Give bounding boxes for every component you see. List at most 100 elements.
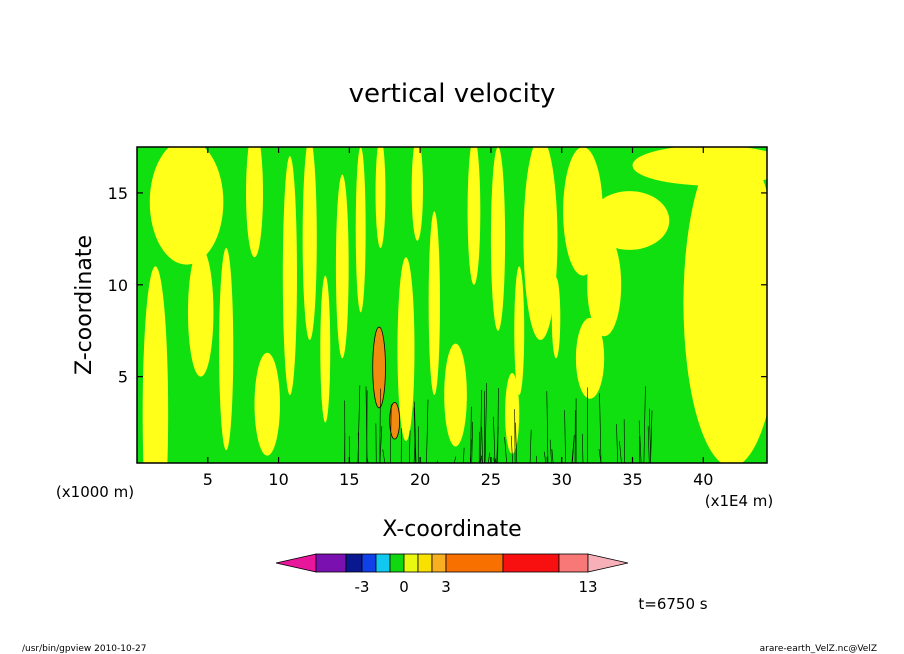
contour-line bbox=[481, 426, 483, 463]
contour-line bbox=[453, 456, 457, 463]
contour-line bbox=[480, 390, 482, 463]
x-axis-label: X-coordinate bbox=[382, 517, 521, 542]
contour-line bbox=[598, 449, 602, 463]
contour-line bbox=[493, 416, 496, 463]
contour-line bbox=[408, 430, 411, 463]
contour-line bbox=[572, 435, 575, 463]
updraft-region bbox=[683, 147, 767, 463]
contour-line bbox=[515, 422, 518, 463]
contour-line bbox=[379, 426, 383, 463]
updraft-region bbox=[467, 147, 481, 285]
contour-line bbox=[638, 420, 642, 463]
colorbar-cell bbox=[375, 553, 391, 573]
footer-right: arare-earth_VelZ.nc@VelZ bbox=[760, 644, 877, 654]
updraft-region bbox=[632, 147, 767, 186]
contour-line bbox=[366, 457, 369, 463]
colorbar-cell bbox=[389, 553, 405, 573]
x-tick-label: 15 bbox=[339, 470, 359, 489]
x-tick-label: 25 bbox=[481, 470, 501, 489]
x-tick-label: 30 bbox=[552, 470, 572, 489]
plot-frame bbox=[136, 146, 768, 464]
updraft-region bbox=[375, 147, 386, 249]
updraft-region bbox=[551, 277, 561, 359]
contour-line bbox=[549, 439, 552, 463]
chart-title: vertical velocity bbox=[349, 79, 556, 109]
updraft-region bbox=[575, 317, 605, 399]
updraft-region bbox=[254, 352, 280, 456]
contour-line bbox=[471, 421, 473, 463]
updraft-region bbox=[587, 233, 622, 337]
colorbar-cell bbox=[315, 553, 347, 573]
x-tick-label: 40 bbox=[693, 470, 713, 489]
contour-line bbox=[649, 408, 652, 463]
updraft-region bbox=[246, 147, 263, 258]
y-tick-label: 10 bbox=[108, 276, 128, 295]
updraft-region bbox=[302, 147, 317, 340]
strong-updraft-region bbox=[389, 401, 401, 440]
contour-line bbox=[546, 391, 549, 463]
updraft-region bbox=[397, 257, 415, 441]
contour-line bbox=[414, 401, 417, 463]
updraft-region bbox=[320, 275, 331, 423]
x-scale-label: (x1E4 m) bbox=[705, 492, 774, 510]
x-tick-label: 35 bbox=[622, 470, 642, 489]
updraft-region bbox=[335, 174, 349, 359]
updraft-region bbox=[428, 211, 440, 396]
updraft-region bbox=[187, 248, 214, 377]
x-tick-label: 5 bbox=[203, 470, 213, 489]
colorbar-cell bbox=[345, 553, 363, 573]
updraft-region bbox=[444, 343, 467, 447]
contour-line bbox=[529, 429, 532, 463]
contour-line bbox=[390, 404, 392, 463]
contour-line bbox=[413, 438, 416, 463]
updraft-region bbox=[590, 191, 670, 250]
colorbar: -3 0 3 13 bbox=[275, 553, 629, 596]
contour-line bbox=[365, 386, 368, 463]
colorbar-cell bbox=[445, 553, 504, 573]
updraft-region bbox=[514, 266, 525, 396]
updraft-region bbox=[282, 156, 297, 396]
contour-line bbox=[484, 383, 487, 463]
updraft-region bbox=[149, 147, 224, 265]
contour-line bbox=[619, 441, 622, 463]
colorbar-tick-label: 0 bbox=[399, 578, 409, 596]
contour-line bbox=[643, 386, 646, 463]
contour-line bbox=[470, 406, 472, 463]
y-axis: 5 10 15 bbox=[108, 184, 767, 387]
y-tick-label: 15 bbox=[108, 184, 128, 203]
colorbar-tick-label: 3 bbox=[441, 578, 451, 596]
updraft-region bbox=[355, 147, 366, 313]
contour-line bbox=[379, 388, 381, 463]
colorbar-cell bbox=[558, 553, 589, 573]
contour-line bbox=[413, 407, 416, 463]
colorbar-cell bbox=[403, 553, 419, 573]
updraft-region bbox=[523, 147, 558, 340]
contour-line bbox=[582, 433, 584, 463]
contour-line bbox=[426, 399, 429, 463]
colorbar-arrow-high bbox=[587, 553, 629, 573]
contour-line bbox=[616, 424, 618, 463]
contour-line bbox=[480, 455, 483, 463]
contour-line bbox=[504, 436, 507, 463]
contour-line bbox=[650, 410, 653, 463]
contour-line bbox=[497, 388, 499, 463]
contour-line bbox=[488, 452, 490, 463]
colorbar-cell bbox=[431, 553, 447, 573]
contour-line bbox=[564, 410, 566, 463]
contour-line bbox=[551, 449, 554, 463]
y-tick-label: 5 bbox=[118, 368, 128, 387]
x-tick-label: 20 bbox=[410, 470, 430, 489]
updraft-region bbox=[490, 147, 506, 331]
colorbar-arrow-low bbox=[275, 553, 317, 573]
x-axis: 5 10 15 20 25 30 35 40 bbox=[203, 147, 713, 489]
colorbar-cell bbox=[417, 553, 433, 573]
y-axis-label: Z-coordinate bbox=[72, 235, 97, 375]
contour-line bbox=[510, 435, 513, 463]
colorbar-cell bbox=[502, 553, 560, 573]
updraft-region bbox=[411, 147, 423, 241]
x-tick-label: 10 bbox=[268, 470, 288, 489]
contour-line bbox=[599, 393, 602, 463]
colorbar-cell bbox=[361, 553, 377, 573]
colorbar-tick-label: -3 bbox=[355, 578, 370, 596]
